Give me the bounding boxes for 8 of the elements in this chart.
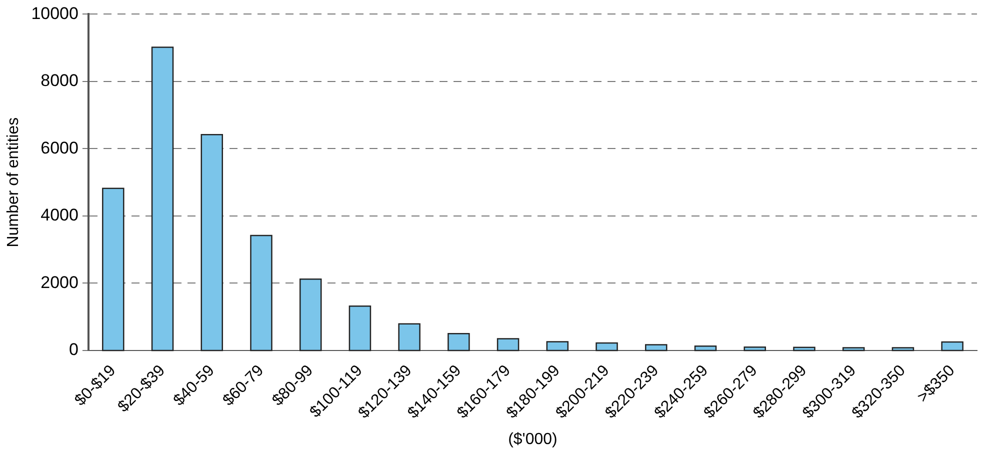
y-tick-label: 2000	[40, 272, 78, 292]
y-tick-label: 8000	[40, 71, 78, 90]
y-tick-label: 10000	[31, 4, 78, 23]
y-tick-label: 4000	[40, 206, 78, 225]
y-axis-title: Number of entities	[5, 117, 22, 248]
y-tick-label: 6000	[40, 138, 78, 158]
x-axis-title: ($'000)	[508, 430, 558, 448]
y-tick-label: 0	[69, 340, 78, 360]
